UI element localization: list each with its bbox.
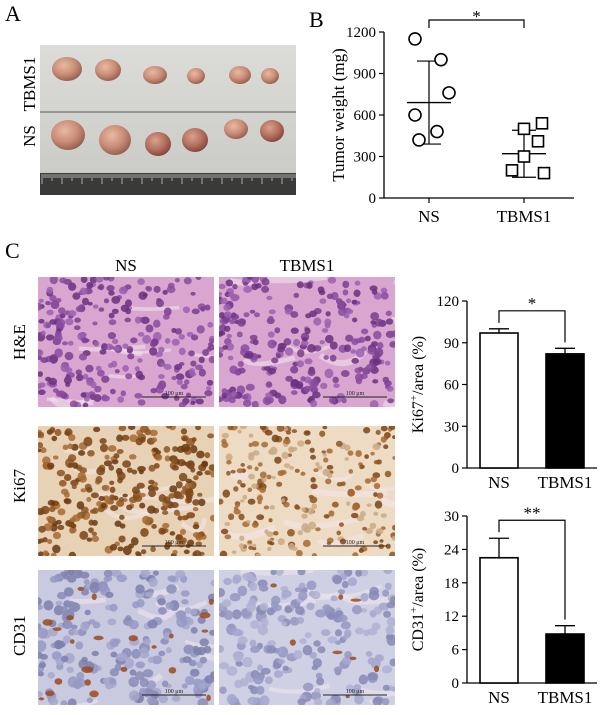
x-tick-label: NS [418, 207, 440, 226]
y-tick-label: 0 [452, 676, 460, 692]
y-tick-label: 1200 [346, 25, 376, 41]
data-point [531, 134, 545, 148]
data-point [408, 108, 422, 122]
data-point [505, 164, 519, 177]
y-tick-label: 900 [354, 67, 377, 83]
data-point [537, 166, 551, 180]
y-tick-label: 6 [452, 643, 460, 659]
micrograph-ki67-tbms1: 100 μm [219, 426, 395, 556]
panel-label-a: A [5, 1, 21, 26]
chart-ki67: 0 30 60 90 120 NS TBMS1 Ki67+/area (%) * [408, 294, 597, 492]
row-label-cd31: CD31 [10, 615, 29, 656]
bar [479, 332, 519, 469]
tumor-row-ns [51, 119, 284, 156]
significance-bracket [498, 519, 566, 620]
row-label-tbms1: TBMS1 [20, 56, 39, 112]
data-point [412, 133, 426, 147]
y-tick-label: 120 [437, 294, 460, 310]
col-label-tbms1: TBMS1 [279, 256, 335, 275]
y-tick-label: 12 [444, 609, 459, 625]
y-tick-label: 600 [354, 108, 377, 124]
x-tick-label: NS [488, 688, 510, 707]
y-axis-label: Tumor weight (mg) [330, 48, 348, 182]
data-point [517, 122, 531, 136]
bar [545, 633, 585, 684]
bar [545, 353, 585, 469]
y-axis-label: CD31+/area (%) [408, 548, 427, 652]
significance-bracket [498, 310, 566, 343]
col-label-ns: NS [115, 256, 137, 275]
panel-label-c: C [5, 238, 20, 263]
y-tick-label: 24 [444, 542, 460, 558]
y-tick-label: 0 [369, 191, 377, 207]
scale-bar-label: 100 μm [165, 391, 184, 397]
y-axis-label: Ki67+/area (%) [408, 336, 427, 433]
bar [479, 556, 519, 684]
y-tick-label: 90 [444, 336, 459, 352]
data-point [535, 117, 549, 130]
tumor-row-tbms1 [52, 57, 279, 84]
row-label-ns: NS [20, 125, 39, 147]
significance-label: * [528, 294, 537, 313]
scale-bar-label: 100 μm [346, 540, 365, 546]
significance-label: ** [524, 503, 541, 522]
data-point [434, 52, 448, 67]
micrograph-cd31-tbms1: 100 μm [219, 570, 395, 705]
y-tick-label: 30 [444, 419, 459, 435]
tumor-photo [40, 45, 297, 195]
y-tick-label: 18 [444, 576, 459, 592]
data-point [408, 32, 422, 46]
micrograph-cd31-ns: 100 μm [38, 570, 214, 705]
x-tick-label: TBMS1 [538, 473, 593, 492]
y-tick-label: 30 [444, 509, 459, 525]
data-point [442, 86, 456, 100]
significance-label: * [472, 10, 481, 26]
data-point [430, 124, 444, 139]
x-tick-label: TBMS1 [497, 207, 552, 226]
micrograph-he-tbms1: 100 μm [219, 277, 395, 407]
micrograph-ki67-ns: 100 μm [38, 426, 214, 556]
micrograph-he-ns: 100 μm [38, 277, 214, 407]
scale-bar-label: 100 μm [165, 540, 184, 546]
x-tick-label: NS [488, 473, 510, 492]
row-label-he: H&E [10, 324, 29, 360]
panel-label-b: B [309, 7, 324, 32]
scale-bar-label: 100 μm [165, 689, 184, 695]
x-tick-label: TBMS1 [538, 688, 593, 707]
scale-bar-label: 100 μm [346, 689, 365, 695]
y-tick-label: 60 [444, 378, 459, 394]
y-tick-label: 300 [354, 150, 377, 166]
significance-bracket [428, 19, 525, 28]
y-tick-label: 0 [452, 461, 460, 477]
chart-cd31: 0 6 12 18 24 30 NS TBMS1 CD31+/area (%) ** [408, 503, 597, 707]
scale-bar-label: 100 μm [346, 391, 365, 397]
row-label-ki67: Ki67 [10, 469, 29, 503]
data-point [517, 150, 531, 163]
chart-tumor-weight: 0 300 600 900 1200 NS TBMS1 Tumor weight (mg) * [330, 10, 574, 226]
